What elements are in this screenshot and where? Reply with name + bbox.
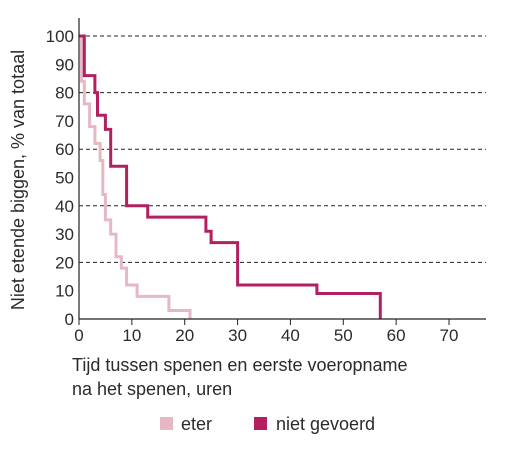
x-tick-label-50: 50 — [334, 326, 353, 345]
y-tick-label-10: 10 — [55, 282, 74, 301]
y-tick-label-0: 0 — [65, 310, 74, 329]
y-tick-label-90: 90 — [55, 55, 74, 74]
legend-swatch-eter — [160, 417, 173, 430]
y-tick-label-60: 60 — [55, 140, 74, 159]
grid-lines — [79, 35, 486, 263]
series-line-niet-gevoerd — [79, 34, 382, 319]
x-tick-label-30: 30 — [228, 326, 247, 345]
x-axis-label-line-1: Tijd tussen spenen en eerste voeropname — [72, 355, 408, 375]
x-tick-label-60: 60 — [387, 326, 406, 345]
x-tick-labels: 0 10 20 30 40 50 60 70 — [74, 326, 458, 345]
y-tick-label-100: 100 — [46, 27, 74, 46]
y-tick-label-40: 40 — [55, 197, 74, 216]
series-lines — [79, 34, 382, 319]
y-tick-label-30: 30 — [55, 225, 74, 244]
x-tick-label-20: 20 — [175, 326, 194, 345]
y-tick-labels: 0 10 20 30 40 50 60 70 80 90 100 — [46, 27, 74, 329]
x-tick-label-10: 10 — [122, 326, 141, 345]
legend-swatch-niet-gevoerd — [254, 417, 267, 430]
y-axis-label: Niet etende biggen, % van totaal — [8, 50, 28, 310]
legend-label-eter: eter — [181, 414, 212, 434]
legend-label-niet-gevoerd: niet gevoerd — [276, 414, 375, 434]
x-tick-label-40: 40 — [281, 326, 300, 345]
y-tick-label-20: 20 — [55, 253, 74, 272]
y-tick-label-50: 50 — [55, 169, 74, 188]
axes — [78, 18, 486, 325]
x-axis-label-line-2: na het spenen, uren — [72, 379, 232, 399]
x-tick-label-0: 0 — [74, 326, 83, 345]
y-tick-label-80: 80 — [55, 84, 74, 103]
series-line-eter — [79, 34, 192, 319]
x-tick-label-70: 70 — [440, 326, 459, 345]
y-tick-label-70: 70 — [55, 112, 74, 131]
legend: eter niet gevoerd — [160, 414, 375, 434]
